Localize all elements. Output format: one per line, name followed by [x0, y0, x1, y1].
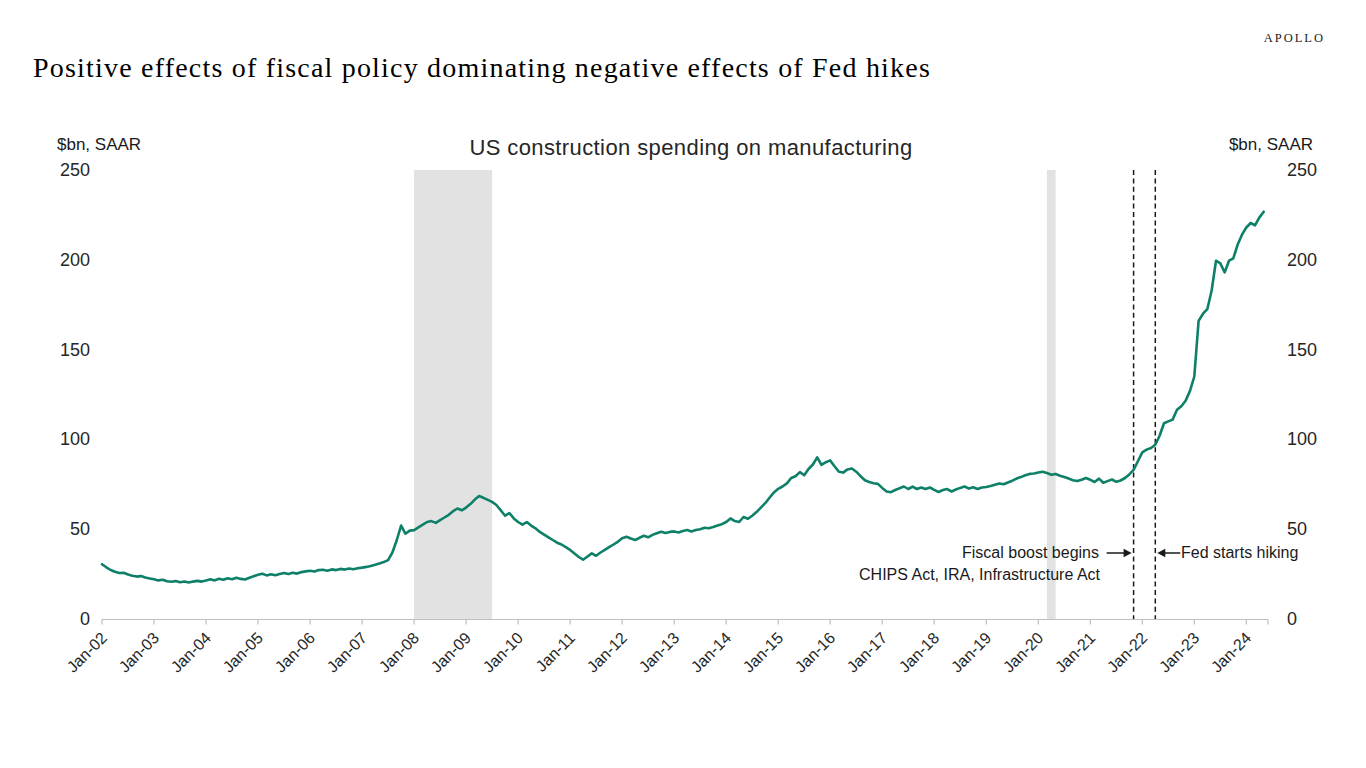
annotation-fiscal-boost-line1: Fiscal boost begins [962, 544, 1099, 562]
x-tick-label: Jan-17 [844, 629, 891, 676]
x-tick-label: Jan-07 [324, 629, 371, 676]
x-tick-label: Jan-21 [1052, 629, 1099, 676]
x-tick-label: Jan-19 [948, 629, 995, 676]
x-tick-label: Jan-20 [1000, 629, 1047, 676]
y-tick-label-right: 100 [1287, 429, 1317, 449]
x-tick-label: Jan-18 [896, 629, 943, 676]
y-tick-label-right: 50 [1287, 519, 1307, 539]
recession-2008 [414, 170, 492, 619]
y-tick-label-left: 150 [60, 340, 90, 360]
y-tick-label-left: 100 [60, 429, 90, 449]
x-tick-label: Jan-15 [740, 629, 787, 676]
y-tick-label-right: 0 [1287, 609, 1297, 629]
x-tick-label: Jan-13 [636, 629, 683, 676]
x-tick-label: Jan-05 [220, 629, 267, 676]
x-tick-label: Jan-24 [1208, 629, 1255, 676]
x-tick-label: Jan-10 [480, 629, 527, 676]
x-tick-label: Jan-03 [116, 629, 163, 676]
x-tick-label: Jan-23 [1156, 629, 1203, 676]
spending-line [102, 212, 1264, 583]
x-tick-label: Jan-08 [376, 629, 423, 676]
y-tick-label-right: 150 [1287, 340, 1317, 360]
y-tick-label-right: 200 [1287, 250, 1317, 270]
annotation-fed-hiking: Fed starts hiking [1181, 544, 1298, 562]
y-tick-label-right: 250 [1287, 160, 1317, 180]
annotation-fiscal-boost-line2: CHIPS Act, IRA, Infrastructure Act [859, 566, 1100, 584]
y-tick-label-left: 0 [80, 609, 90, 629]
x-tick-label: Jan-14 [688, 629, 735, 676]
x-tick-label: Jan-16 [792, 629, 839, 676]
y-tick-label-left: 200 [60, 250, 90, 270]
x-tick-label: Jan-06 [272, 629, 319, 676]
x-tick-label: Jan-09 [428, 629, 475, 676]
fiscal-arrow-head [1124, 549, 1132, 557]
x-tick-label: Jan-02 [64, 629, 111, 676]
spending-chart: 005050100100150150200200250250Jan-02Jan-… [0, 0, 1366, 768]
x-tick-label: Jan-04 [168, 629, 215, 676]
fed-arrow-head [1157, 549, 1165, 557]
x-tick-label: Jan-12 [584, 629, 631, 676]
y-tick-label-left: 250 [60, 160, 90, 180]
y-tick-label-left: 50 [70, 519, 90, 539]
x-tick-label: Jan-11 [532, 629, 578, 675]
x-tick-label: Jan-22 [1104, 629, 1151, 676]
